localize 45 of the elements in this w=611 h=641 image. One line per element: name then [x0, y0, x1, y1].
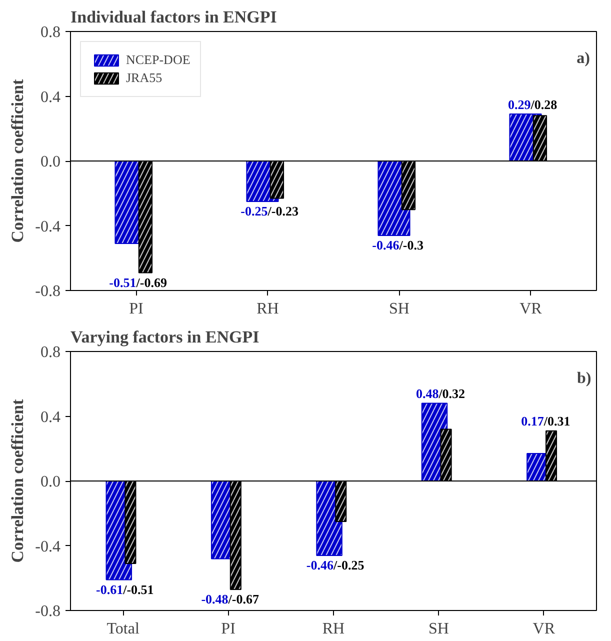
x-tick-label: PI: [129, 300, 144, 318]
data-label: /0.32: [438, 386, 466, 402]
data-label: /-0.69: [135, 274, 168, 290]
data-label: /-0.25: [332, 558, 365, 573]
y-tick-label: 0.8: [40, 344, 60, 361]
x-tick-label: RH: [322, 620, 346, 638]
legend-label: JRA55: [126, 70, 162, 86]
annotation: b): [577, 370, 592, 388]
data-label: 0.29: [508, 96, 532, 112]
y-tick-label: 0.0: [40, 474, 60, 490]
x-tick-label: VR: [520, 300, 542, 318]
x-tick-label: VR: [532, 620, 556, 638]
data-label: /0.31: [542, 414, 570, 429]
y-tick-label: -0.8: [35, 283, 60, 300]
data-label: /-0.51: [122, 582, 154, 597]
data-label: -0.46: [372, 238, 400, 253]
x-tick-label: Total: [106, 620, 140, 638]
data-label: /0.28: [530, 96, 558, 112]
y-tick-label: -0.8: [35, 603, 60, 620]
chart-title: Varying factors in ENGPI: [70, 328, 260, 346]
data-label: /-0.3: [398, 238, 424, 253]
x-tick-label: PI: [221, 620, 236, 638]
data-label: /-0.67: [227, 592, 260, 607]
y-tick-label: -0.4: [35, 538, 60, 556]
data-label: -0.61: [96, 582, 124, 597]
y-tick-label: 0.8: [40, 24, 60, 41]
data-label: -0.46: [306, 558, 334, 573]
chart-title: Individual factors in ENGPI: [70, 8, 278, 26]
y-tick-label: 0.4: [40, 88, 60, 106]
legend-label: NCEP-DOE: [126, 52, 190, 68]
x-tick-label: SH: [389, 300, 410, 318]
x-tick-label: RH: [256, 300, 280, 318]
data-label: 0.17: [521, 414, 544, 429]
data-label: -0.51: [109, 274, 136, 290]
data-label: /-0.23: [266, 204, 299, 219]
x-tick-label: SH: [428, 620, 450, 638]
y-tick-label: 0.4: [40, 408, 60, 426]
y-tick-label: -0.4: [35, 218, 60, 236]
data-label: -0.48: [201, 592, 229, 607]
data-label: -0.25: [240, 204, 268, 219]
y-axis-title: Correlation coefficient: [8, 398, 28, 563]
data-label: 0.48: [416, 386, 440, 402]
y-tick-label: 0.0: [40, 154, 60, 170]
y-axis-title: Correlation coefficient: [8, 78, 28, 243]
annotation: a): [576, 50, 590, 68]
